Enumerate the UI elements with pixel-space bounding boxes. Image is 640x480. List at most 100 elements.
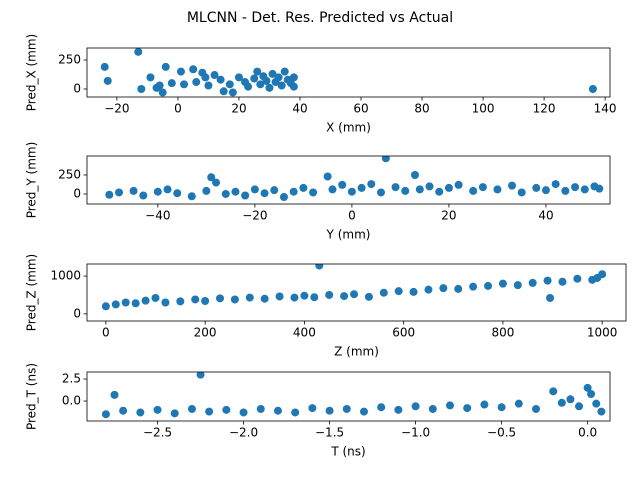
x-axis-label: T (ns) [330, 445, 365, 459]
scatter-point [110, 390, 119, 399]
scatter-point [377, 403, 386, 412]
scatter-point [222, 405, 231, 414]
x-tick-label: 80 [414, 102, 429, 116]
scatter-point [274, 73, 283, 82]
scatter-point [580, 185, 589, 194]
y-tick-label: 2.5 [62, 372, 81, 386]
scatter-point [101, 302, 110, 311]
scatter-point [289, 82, 298, 91]
scatter-point [410, 170, 419, 179]
scatter-point [163, 185, 172, 194]
x-tick-label: 100 [472, 102, 495, 116]
scatter-point [231, 187, 240, 196]
axes-frame [86, 263, 627, 322]
scatter-point [558, 277, 567, 286]
scatter-point [270, 186, 279, 195]
scatter-point [280, 67, 289, 76]
scatter-point [597, 407, 606, 416]
scatter-point [234, 73, 243, 82]
x-tick-label: 60 [353, 102, 368, 116]
points [101, 264, 607, 311]
x-tick-label: 600 [392, 326, 415, 340]
scatter-point [245, 293, 254, 302]
scatter-point [478, 183, 487, 192]
scatter-point [205, 407, 214, 416]
scatter-point [367, 180, 376, 189]
scatter-point [173, 189, 182, 198]
scatter-point [357, 183, 366, 192]
x-tick-label: 0 [102, 326, 110, 340]
x-tick-label: −20 [104, 102, 129, 116]
scatter-point [300, 291, 309, 300]
scatter-point [121, 298, 130, 307]
points [105, 156, 604, 202]
scatter-point [595, 184, 604, 193]
scatter-point [101, 410, 110, 419]
scatter-point [260, 294, 269, 303]
y-tick-label: 0 [73, 81, 81, 95]
scatter-point [189, 65, 198, 74]
scatter-point [192, 78, 201, 87]
scatter-point [549, 387, 558, 396]
scatter-point [507, 181, 516, 190]
scatter-point [541, 186, 550, 195]
scatter-point [498, 279, 507, 288]
scatter-point [273, 406, 282, 415]
x-tick-label: 140 [594, 102, 617, 116]
subplot: −2.5 −2.0 −1.5 −1.0 −0.5 0.0 0.0 2.5 T (ns) Pred_… [25, 363, 611, 459]
y-axis-label: Pred_Z (mm) [25, 254, 39, 331]
axes-frame [86, 371, 611, 422]
scatter-point [463, 404, 472, 413]
scatter-point [170, 409, 179, 418]
scatter-point [493, 185, 502, 194]
scatter-point [338, 180, 347, 189]
scatter-point [409, 287, 418, 296]
scatter-point [204, 81, 213, 90]
scatter-point [250, 185, 259, 194]
x-tick-label: −20 [242, 209, 267, 223]
x-tick-label: 0 [174, 102, 182, 116]
scatter-point [561, 186, 570, 195]
scatter-point [566, 395, 575, 404]
scatter-point [469, 282, 478, 291]
scatter-point [425, 182, 434, 191]
scatter-point [543, 276, 552, 285]
scatter-point [103, 76, 112, 85]
scatter-point [573, 274, 582, 283]
x-tick-label: −1.0 [401, 426, 430, 440]
x-tick-label: 40 [538, 209, 553, 223]
scatter-point [225, 80, 234, 89]
y-tick-label: 0 [73, 186, 81, 200]
figure-title: MLCNN - Det. Res. Predicted vs Actual [187, 10, 453, 26]
scatter-point [391, 183, 400, 192]
scatter-point [105, 190, 114, 199]
scatter-point [364, 292, 373, 301]
scatter-point [241, 191, 250, 200]
scatter-point [290, 293, 299, 302]
x-tick-label: 20 [441, 209, 456, 223]
scatter-point [187, 404, 196, 413]
scatter-point [136, 408, 145, 417]
y-tick-label: 250 [58, 52, 81, 66]
scatter-point [480, 400, 489, 409]
scatter-point [176, 67, 185, 76]
subplot: −40 −20 0 20 40 0 250 Y (mm) Pred_Y (mm) [25, 142, 611, 242]
scatter-point [592, 399, 601, 408]
scatter-point [210, 71, 219, 80]
scatter-point [228, 88, 237, 97]
scatter-point [275, 292, 284, 301]
scatter-point [216, 75, 225, 84]
subplot: 0 200 400 600 800 1000 0 1000 Z (mm) Pred_Z (mm) [25, 254, 627, 359]
x-axis-label: Z (mm) [334, 345, 379, 359]
scatter-point [158, 88, 167, 97]
scatter-point [256, 80, 265, 89]
scatter-point [588, 84, 597, 93]
scatter-point [444, 183, 453, 192]
scatter-point [153, 187, 162, 196]
scatter-point [250, 74, 259, 83]
scatter-point [141, 296, 150, 305]
scatter-point [201, 296, 210, 305]
y-axis-label: Pred_T (ns) [25, 363, 39, 430]
scatter-point [469, 186, 478, 195]
